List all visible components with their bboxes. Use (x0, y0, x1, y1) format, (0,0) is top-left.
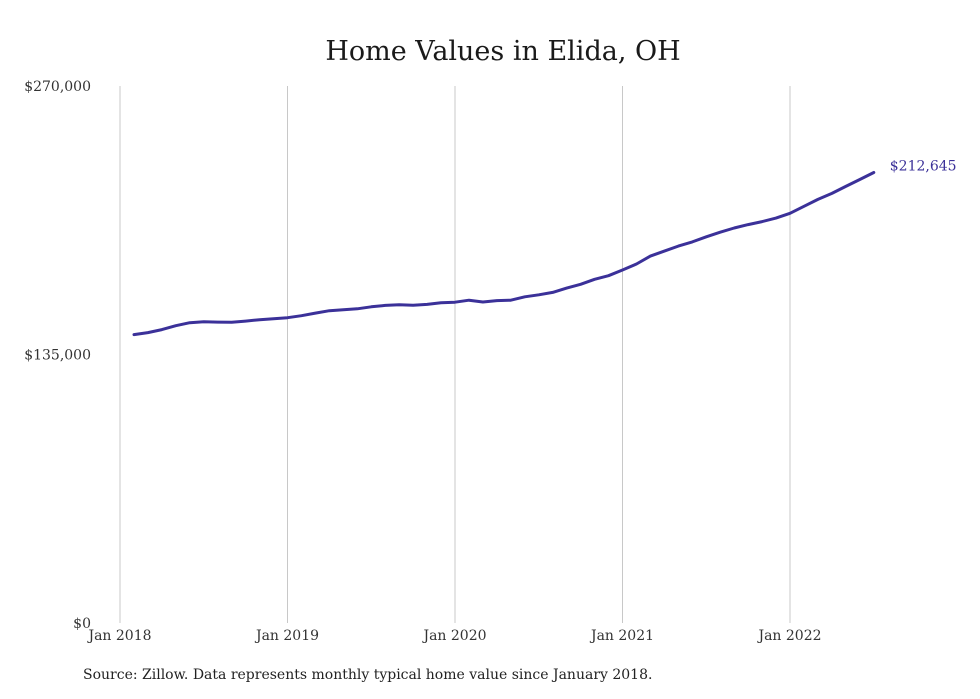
y-tick-label: $135,000 (24, 348, 91, 364)
chart-title: Home Values in Elida, OH (325, 36, 680, 67)
x-tick-label: Jan 2019 (254, 628, 319, 644)
x-axis-ticks: Jan 2018 Jan 2019 Jan 2020 Jan 2021 Jan 2022 (86, 628, 821, 644)
x-tick-label: Jan 2020 (421, 628, 486, 644)
x-tick-label: Jan 2018 (86, 628, 151, 644)
x-tick-label: Jan 2021 (589, 628, 654, 644)
y-axis-ticks: $0 $135,000 $270,000 (24, 79, 91, 632)
end-value-label: $212,645 (890, 159, 957, 175)
y-tick-label: $0 (73, 616, 91, 632)
y-tick-label: $270,000 (24, 79, 91, 95)
source-note: Source: Zillow. Data represents monthly … (83, 667, 653, 683)
gridlines (119, 86, 791, 623)
x-tick-label: Jan 2022 (756, 628, 821, 644)
series-layer: $212,645 (132, 159, 957, 337)
home-value-line (132, 171, 876, 337)
